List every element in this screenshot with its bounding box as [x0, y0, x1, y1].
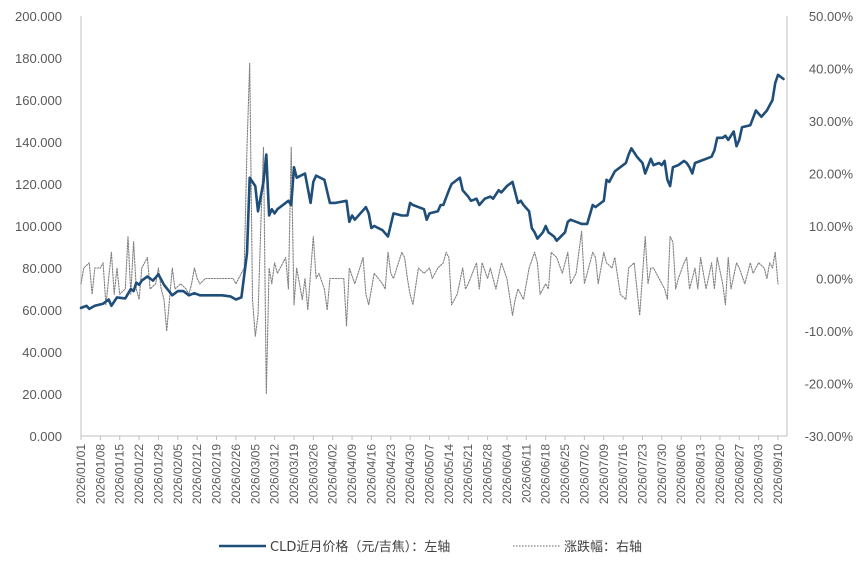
- x-tick-label: 2026/02/12: [190, 444, 204, 504]
- x-tick-label: 2026/09/10: [771, 444, 785, 504]
- legend: CLD近月价格（元/吉焦）：左轴 涨跌幅：右轴: [219, 539, 642, 555]
- x-tick-label: 2026/07/16: [616, 444, 630, 504]
- y-right-tick-label: -10.00%: [805, 324, 854, 339]
- x-tick-label: 2026/03/26: [306, 444, 320, 504]
- x-tick-label: 2026/07/09: [597, 444, 611, 504]
- x-tick-label: 2026/01/01: [74, 444, 88, 504]
- x-tick-label: 2026/08/27: [732, 444, 746, 504]
- x-tick-label: 2026/04/02: [326, 444, 340, 504]
- x-tick-label: 2026/01/22: [132, 444, 146, 504]
- y-left-tick-label: 60.000: [22, 303, 62, 318]
- x-tick-label: 2026/07/23: [635, 444, 649, 504]
- x-tick-label: 2026/05/21: [461, 444, 475, 504]
- y-left-tick-label: 40.000: [22, 345, 62, 360]
- x-tick-label: 2026/05/07: [423, 444, 437, 504]
- x-tick-label: 2026/04/23: [384, 444, 398, 504]
- x-tick-label: 2026/03/12: [268, 444, 282, 504]
- legend-label-price: CLD近月价格（元/吉焦）：左轴: [270, 539, 450, 555]
- y-right-tick-label: 10.00%: [809, 219, 854, 234]
- x-tick-label: 2026/06/04: [500, 444, 514, 504]
- y-left-tick-label: 140.000: [15, 135, 62, 150]
- y-right-tick-label: -30.00%: [805, 429, 854, 444]
- x-tick-label: 2026/03/05: [248, 444, 262, 504]
- axes: 0.000 20.000 40.000 60.000 80.000 100.000 120.…: [15, 9, 853, 504]
- x-tick-label: 2026/02/05: [171, 444, 185, 504]
- x-tick-label: 2026/04/09: [345, 444, 359, 504]
- y-left-tick-label: 100.000: [15, 219, 62, 234]
- x-tick-label: 2026/05/28: [481, 444, 495, 504]
- x-tick-label: 2026/06/11: [519, 444, 533, 503]
- y-right-tick-label: 0.00%: [816, 272, 853, 287]
- x-tick-label: 2026/02/26: [229, 444, 243, 504]
- x-tick-label: 2026/07/02: [577, 444, 591, 504]
- y-left-tick-label: 180.000: [15, 51, 62, 66]
- y-right-tick-label: -20.00%: [805, 377, 854, 392]
- y-right-tick-label: 40.00%: [809, 62, 854, 77]
- x-tick-label: 2026/08/20: [713, 444, 727, 504]
- x-tick-label: 2026/07/30: [655, 444, 669, 504]
- x-tick-label: 2026/06/18: [539, 444, 553, 504]
- x-tick-label: 2026/01/29: [151, 444, 165, 504]
- y-left-tick-label: 80.000: [22, 261, 62, 276]
- y-right-tick-label: 30.00%: [809, 114, 854, 129]
- x-tick-label: 2026/09/03: [752, 444, 766, 504]
- y-left-tick-label: 200.000: [15, 9, 62, 24]
- x-tick-label: 2026/04/16: [364, 444, 378, 504]
- y-left-tick-label: 120.000: [15, 177, 62, 192]
- y-left-tick-label: 20.000: [22, 387, 62, 402]
- y-left-tick-label: 0.000: [29, 429, 62, 444]
- x-tick-label: 2026/08/13: [694, 444, 708, 504]
- y-right-tick-label: 20.00%: [809, 167, 854, 182]
- x-tick-label: 2026/01/15: [113, 444, 127, 504]
- x-tick-label: 2026/05/14: [442, 444, 456, 504]
- x-tick-label: 2026/03/19: [287, 444, 301, 504]
- series-layer: [79, 62, 785, 395]
- x-tick-label: 2026/02/19: [210, 444, 224, 504]
- x-tick-label: 2026/08/06: [674, 444, 688, 504]
- series-line-change: [80, 62, 779, 395]
- legend-label-change: 涨跌幅：右轴: [564, 539, 642, 555]
- y-right-tick-label: 50.00%: [809, 9, 854, 24]
- series-line-price: [79, 73, 785, 311]
- x-tick-label: 2026/06/25: [558, 444, 572, 504]
- x-tick-label: 2026/01/08: [93, 444, 107, 504]
- x-tick-label: 2026/04/30: [403, 444, 417, 504]
- y-left-tick-label: 160.000: [15, 93, 62, 108]
